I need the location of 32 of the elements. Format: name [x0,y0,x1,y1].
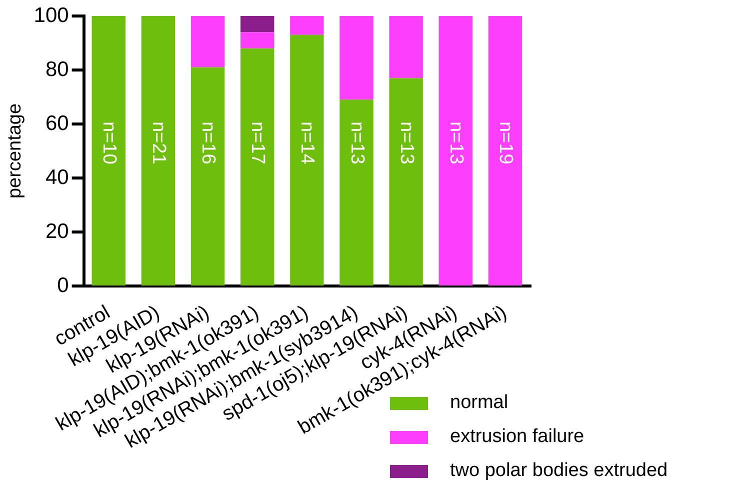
y-tick-label: 0 [57,274,69,297]
bar [340,100,374,286]
annotation: n=14 [296,121,318,165]
bar [438,16,472,286]
y-tick-label: 60 [45,112,69,135]
bar [190,67,225,286]
annotation: n=13 [445,121,466,164]
legend-label: two polar bodies extruded [450,460,668,481]
annotation: n=17 [247,121,268,164]
annotation: n=19 [494,121,516,164]
bar [290,16,324,35]
annotation: n=13 [396,121,417,164]
bar [240,16,274,32]
annotation: n=21 [148,121,169,164]
bar [141,16,176,286]
bar [190,16,225,68]
bar [240,32,274,48]
y-tick-label: 20 [45,220,69,243]
bar [389,16,423,78]
annotation: n=16 [198,121,219,164]
y-axis-title: percentage [4,103,26,199]
y-tick-label: 80 [45,58,69,81]
annotation: n=10 [98,121,120,164]
bar [488,16,522,286]
y-tick-label: 100 [34,4,69,27]
bar [290,34,324,286]
bar [389,78,423,286]
annotation: n=13 [346,121,368,164]
bar [92,16,126,286]
bar [240,48,274,286]
bar [340,16,374,100]
y-tick-label: 40 [45,166,69,189]
